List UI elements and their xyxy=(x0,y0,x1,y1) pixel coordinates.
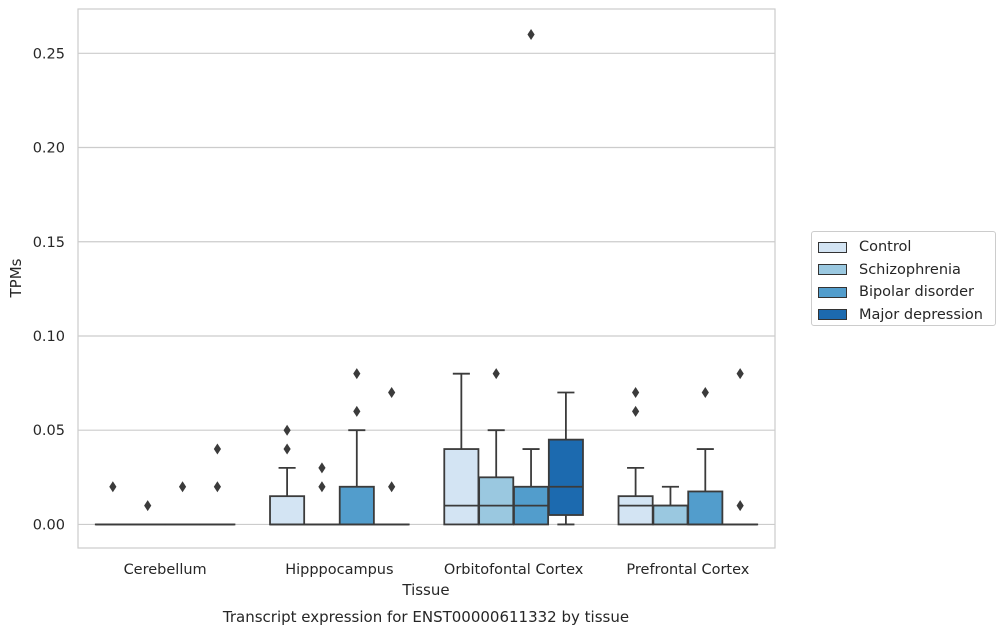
box-iqr xyxy=(478,476,515,526)
box-iqr xyxy=(617,495,654,526)
boxes xyxy=(94,28,759,526)
legend-swatch xyxy=(818,286,847,298)
box xyxy=(129,500,166,526)
outlier-point xyxy=(388,481,396,493)
plot-frame xyxy=(77,8,776,549)
legend-label: Major depression xyxy=(859,306,983,323)
box xyxy=(478,368,515,526)
box-iqr xyxy=(652,504,689,526)
y-tick-label: 0.15 xyxy=(33,235,65,251)
y-tick-label: 0.25 xyxy=(33,46,65,62)
y-tick-labels: 0.00 0.05 0.10 0.15 0.20 0.25 xyxy=(33,46,65,533)
outlier-point xyxy=(701,387,709,399)
legend-item: Control xyxy=(818,236,995,259)
legend-swatch xyxy=(818,264,847,276)
box xyxy=(513,28,550,526)
y-axis-label: TPMs xyxy=(7,258,25,298)
y-tick-label: 0.05 xyxy=(33,423,65,439)
outlier-point xyxy=(283,443,291,455)
outlier-point xyxy=(144,500,152,512)
box xyxy=(687,387,724,526)
legend-swatch xyxy=(818,309,847,321)
y-tick-label: 0.20 xyxy=(33,141,65,157)
x-tick-label: Orbitofontal Cortex xyxy=(444,562,584,578)
outlier-point xyxy=(109,481,117,493)
outlier-point xyxy=(388,387,396,399)
outlier-point xyxy=(283,424,291,436)
x-axis-label: Tissue xyxy=(401,581,449,599)
chart-title: Transcript expression for ENST0000061133… xyxy=(222,608,629,626)
outlier-point xyxy=(353,368,361,380)
x-tick-labels: Cerebellum Hipppocampus Orbitofontal Corte… xyxy=(124,562,750,578)
legend-item: Major depression xyxy=(818,304,995,327)
box-iqr xyxy=(269,495,306,526)
outlier-point xyxy=(632,405,640,417)
box xyxy=(199,443,236,526)
outlier-point xyxy=(736,368,744,380)
legend-label: Bipolar disorder xyxy=(859,284,974,301)
legend: Control Schizophrenia Bipolar disorder Majo… xyxy=(811,231,996,326)
box xyxy=(722,368,759,526)
box xyxy=(547,391,584,526)
legend-item: Schizophrenia xyxy=(818,259,995,282)
box xyxy=(338,368,375,526)
outlier-point xyxy=(736,500,744,512)
y-tick-label: 0.00 xyxy=(33,517,65,533)
legend-label: Schizophrenia xyxy=(859,261,961,278)
box xyxy=(373,387,410,526)
outlier-point xyxy=(632,387,640,399)
outlier-point xyxy=(492,368,500,380)
y-tick-label: 0.10 xyxy=(33,329,65,345)
legend-label: Control xyxy=(859,239,912,256)
x-tick-label: Prefrontal Cortex xyxy=(626,562,749,578)
box xyxy=(443,372,480,526)
legend-item: Bipolar disorder xyxy=(818,281,995,304)
box-iqr xyxy=(338,485,375,526)
box xyxy=(94,481,131,526)
outlier-point xyxy=(178,481,187,493)
outlier-point xyxy=(213,443,221,455)
outlier-point xyxy=(318,481,326,493)
legend-swatch xyxy=(818,241,847,253)
box-iqr xyxy=(547,438,584,516)
outlier-point xyxy=(213,481,221,493)
x-tick-label: Cerebellum xyxy=(124,562,207,578)
outlier-point xyxy=(353,405,361,417)
box xyxy=(617,387,654,526)
x-tick-label: Hipppocampus xyxy=(285,562,393,578)
gridlines xyxy=(78,52,775,526)
box xyxy=(652,485,689,526)
box xyxy=(303,462,340,526)
box xyxy=(269,424,306,526)
box-iqr xyxy=(687,490,724,526)
outlier-point xyxy=(318,462,326,474)
box xyxy=(164,481,201,526)
box-iqr xyxy=(443,448,480,526)
outlier-point xyxy=(527,28,535,40)
